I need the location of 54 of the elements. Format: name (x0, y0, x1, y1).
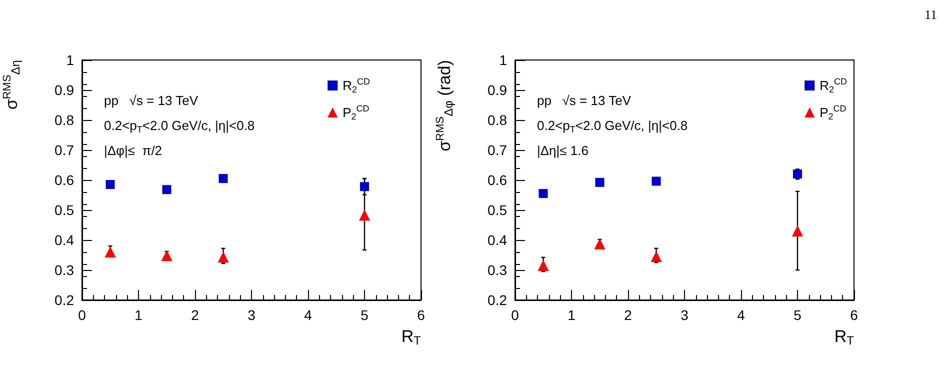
y-tick-label: 0.3 (488, 262, 508, 278)
x-tick-label: 6 (417, 307, 426, 323)
x-tick-label: 0 (511, 307, 520, 323)
y-tick-label: 0.2 (488, 292, 508, 308)
annotation: |Δφ|≤ π/2 (104, 143, 162, 158)
annotation: |Δη|≤ 1.6 (537, 143, 588, 158)
y-tick-label: 0.5 (488, 202, 508, 218)
y-tick-label: 0.6 (488, 172, 508, 188)
y-tick-label: 0.8 (488, 112, 508, 128)
y-tick-label: 0.9 (488, 82, 508, 98)
y-tick-label: 0.4 (54, 232, 74, 248)
y-tick-label: 0.8 (54, 112, 74, 128)
y-tick-label: 0.7 (488, 142, 508, 158)
point (162, 185, 172, 194)
y-tick-label: 0.5 (54, 202, 74, 218)
y-tick-label: 0.4 (488, 232, 508, 248)
point (650, 251, 662, 262)
point (538, 189, 548, 198)
y-tick-label: 0.3 (54, 262, 74, 278)
point (218, 252, 229, 263)
x-tick-label: 1 (134, 307, 143, 323)
x-tick-label: 5 (360, 307, 369, 323)
y-tick-label: 1 (66, 52, 74, 68)
y-axis-title: σRMSΔφ (rad) (434, 60, 456, 152)
x-tick-label: 2 (624, 307, 632, 323)
text: 11 (924, 7, 938, 22)
y-tick-label: 0.2 (54, 292, 74, 308)
point (652, 176, 661, 186)
point (161, 250, 172, 262)
x-tick-label: 5 (794, 307, 802, 323)
y-tick-label: 0.7 (54, 142, 74, 158)
point (594, 238, 606, 250)
x-tick-label: 3 (680, 307, 689, 323)
point (106, 180, 115, 189)
y-axis-title: σRMSΔη (2, 60, 22, 110)
point (360, 182, 369, 192)
annotation: pp √s = 13 TeV (104, 93, 198, 108)
y-tick-label: 0.6 (54, 172, 74, 188)
x-tick-label: 3 (248, 307, 256, 323)
x-tick-label: 2 (191, 307, 200, 323)
point (104, 246, 116, 258)
y-tick-label: 1 (499, 52, 508, 68)
annotation: pp √s = 13 TeV (537, 93, 632, 108)
point (218, 174, 228, 183)
y-tick-label: 0.9 (54, 82, 74, 98)
x-tick-label: 6 (850, 307, 858, 323)
point (538, 260, 549, 271)
x-tick-label: 1 (568, 307, 576, 323)
point (792, 226, 803, 236)
x-tick-label: 0 (78, 307, 86, 323)
point (359, 210, 370, 221)
point (595, 178, 604, 187)
x-tick-label: 4 (737, 307, 746, 323)
x-tick-label: 4 (304, 307, 312, 323)
